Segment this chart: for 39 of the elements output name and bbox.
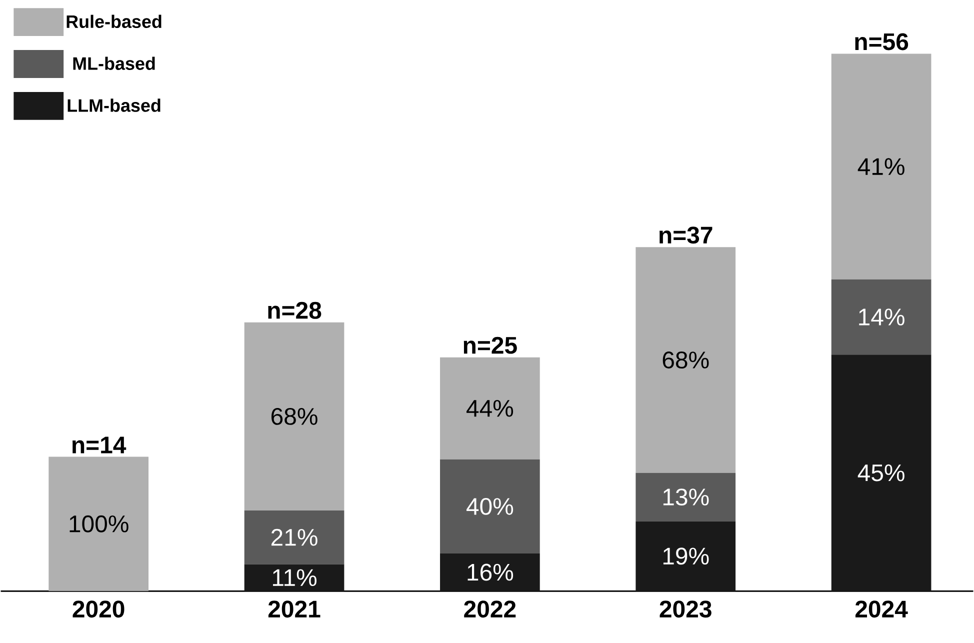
legend-label: ML-based xyxy=(73,56,155,70)
bar xyxy=(636,247,736,473)
bar xyxy=(244,510,344,564)
bar xyxy=(440,553,540,592)
annotation: 100% xyxy=(70,515,128,532)
annotation: 44% xyxy=(466,400,514,417)
x-tick-label: 2023 xyxy=(660,600,712,618)
bar xyxy=(244,564,344,592)
bar xyxy=(440,459,540,554)
annotation: 40% xyxy=(466,498,514,515)
bar xyxy=(831,54,932,280)
annotation: 19% xyxy=(663,548,709,565)
annotation: 68% xyxy=(272,408,318,425)
bar xyxy=(636,521,736,592)
annotation: 14% xyxy=(859,308,904,326)
x-tick-label: 2024 xyxy=(855,600,908,618)
bar xyxy=(636,472,736,522)
annotation: 13% xyxy=(663,488,709,506)
x-tick-label: 2021 xyxy=(268,600,320,618)
bar xyxy=(440,357,540,460)
annotation: n=37 xyxy=(660,226,712,244)
annotation: 11% xyxy=(273,569,316,586)
annotation: 21% xyxy=(271,528,318,546)
bar xyxy=(831,279,932,355)
legend-label: LLM-based xyxy=(68,98,160,112)
x-tick-label: 2022 xyxy=(464,600,516,618)
bar xyxy=(831,354,932,592)
text: n=56 xyxy=(855,33,908,50)
annotation: n=28 xyxy=(268,302,322,319)
annotation: 68% xyxy=(662,352,709,368)
bar xyxy=(48,456,149,592)
bar xyxy=(244,322,344,510)
annotation: 16% xyxy=(468,564,514,581)
legend-label: Rule-based xyxy=(66,14,162,28)
annotation: 41% xyxy=(858,158,904,175)
annotation: n=25 xyxy=(464,336,517,354)
annotation: 45% xyxy=(858,464,904,482)
annotation: n=14 xyxy=(72,436,126,454)
x-tick-label: 2020 xyxy=(72,600,124,618)
